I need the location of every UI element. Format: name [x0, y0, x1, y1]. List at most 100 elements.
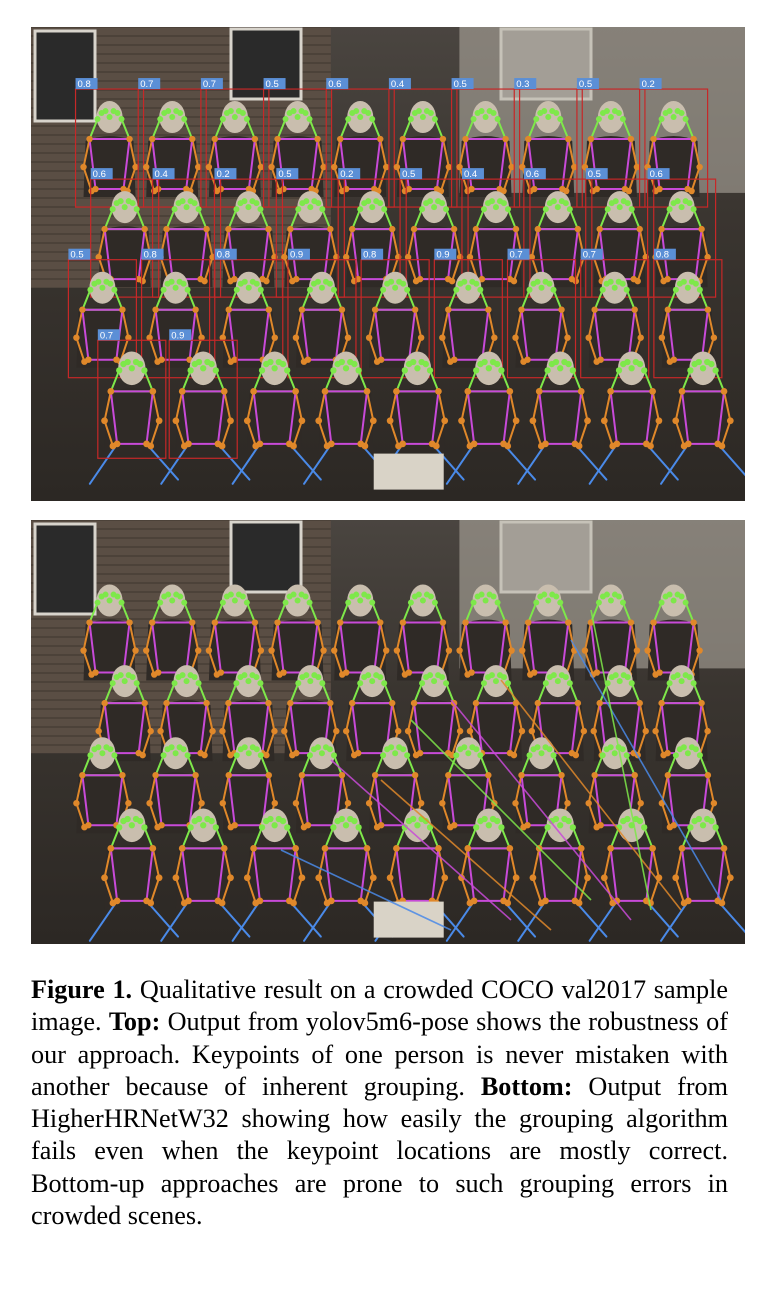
face-keypoint — [187, 198, 194, 205]
skeleton-limb — [666, 308, 675, 361]
caption-bottom-label: Bottom: — [480, 1071, 573, 1101]
face-keypoint — [465, 750, 472, 757]
face-keypoint — [176, 744, 183, 751]
face-keypoint — [682, 116, 689, 123]
body-keypoint — [149, 845, 157, 852]
face-keypoint — [267, 358, 274, 366]
face-keypoint — [526, 286, 533, 293]
face-keypoint — [355, 367, 362, 374]
score-tag — [585, 168, 608, 180]
face-keypoint — [373, 672, 380, 679]
skeleton-limb — [681, 390, 690, 445]
skeleton-limb — [351, 228, 360, 281]
face-keypoint — [423, 108, 430, 115]
detection-box — [433, 259, 503, 379]
face-keypoint — [469, 744, 476, 751]
body-keypoint — [704, 727, 711, 735]
face-keypoint — [355, 824, 362, 831]
face-keypoint — [235, 591, 242, 598]
face-keypoint — [298, 591, 305, 598]
body-keypoint — [141, 225, 148, 233]
face-keypoint — [373, 198, 380, 205]
face-keypoint — [494, 599, 501, 606]
body-keypoint — [119, 772, 126, 779]
detection-box — [506, 259, 577, 379]
face-keypoint — [361, 591, 368, 598]
body-keypoint — [591, 306, 598, 313]
skeleton-limb — [538, 390, 547, 445]
body-keypoint — [670, 356, 678, 363]
detection-score: 0.7 — [510, 250, 523, 261]
face-keypoint — [319, 206, 326, 213]
skeleton-limb — [441, 336, 452, 363]
person-body — [318, 388, 374, 453]
skeleton-limb — [368, 308, 377, 339]
skeleton-limb — [474, 702, 483, 755]
face-keypoint — [87, 752, 94, 759]
skeleton-limb — [246, 876, 257, 904]
skeleton-limb — [531, 390, 541, 422]
score-tag — [214, 248, 237, 260]
skeleton-limb — [368, 802, 379, 829]
face-keypoint — [699, 365, 707, 372]
body-keypoint — [596, 225, 603, 233]
body-keypoint — [281, 727, 288, 735]
skeleton-limb — [145, 649, 156, 676]
face-keypoint — [666, 206, 673, 213]
body-keypoint — [101, 699, 108, 707]
body-keypoint — [512, 417, 520, 425]
skeleton-limb — [181, 390, 190, 445]
face-keypoint — [619, 116, 626, 123]
skeleton-limb — [205, 702, 214, 733]
body-keypoint — [506, 749, 514, 757]
body-keypoint — [470, 897, 478, 905]
skeleton-limb — [223, 847, 232, 879]
body-keypoint — [320, 647, 327, 654]
face-keypoint — [690, 206, 697, 213]
face-keypoint — [595, 116, 602, 123]
skeleton-limb — [395, 621, 404, 652]
face-keypoint — [241, 198, 248, 205]
face-keypoint — [674, 198, 681, 205]
person-body — [149, 772, 202, 834]
skeleton-limb — [270, 138, 279, 169]
person-body — [390, 845, 445, 910]
person-body — [522, 619, 575, 681]
body-keypoint — [287, 225, 294, 233]
person-body — [442, 306, 495, 368]
body-keypoint — [684, 897, 692, 905]
face-keypoint — [496, 672, 503, 679]
skeleton-limb — [317, 390, 327, 422]
body-keypoint — [462, 619, 469, 626]
face-keypoint — [388, 744, 395, 751]
skeleton-limb — [103, 228, 112, 281]
skeleton-limb — [517, 442, 547, 485]
skeleton-limb — [174, 876, 186, 904]
body-keypoint — [172, 874, 180, 882]
score-tag — [75, 78, 98, 90]
score-tag — [507, 248, 530, 260]
face-keypoint — [353, 108, 360, 115]
face-keypoint — [172, 284, 179, 291]
skeleton-limb — [407, 730, 418, 757]
body-keypoint — [152, 772, 159, 779]
skeleton-limb — [638, 702, 647, 733]
body-keypoint — [568, 749, 576, 757]
body-keypoint — [445, 306, 452, 313]
face-keypoint — [381, 206, 388, 213]
face-keypoint — [427, 672, 434, 679]
skeleton-limb — [576, 702, 585, 733]
detection-box — [580, 259, 650, 379]
body-keypoint — [158, 356, 165, 363]
body-keypoint — [205, 163, 213, 171]
face-keypoint — [478, 108, 485, 115]
face-keypoint — [212, 824, 219, 831]
body-keypoint — [198, 334, 205, 341]
skeleton-limb — [646, 138, 655, 169]
skeleton-limb — [185, 138, 194, 191]
body-keypoint — [256, 440, 264, 448]
skeleton-limb — [81, 774, 90, 827]
skeleton-limb — [651, 390, 660, 422]
body-keypoint — [642, 727, 649, 735]
body-keypoint — [690, 135, 697, 143]
